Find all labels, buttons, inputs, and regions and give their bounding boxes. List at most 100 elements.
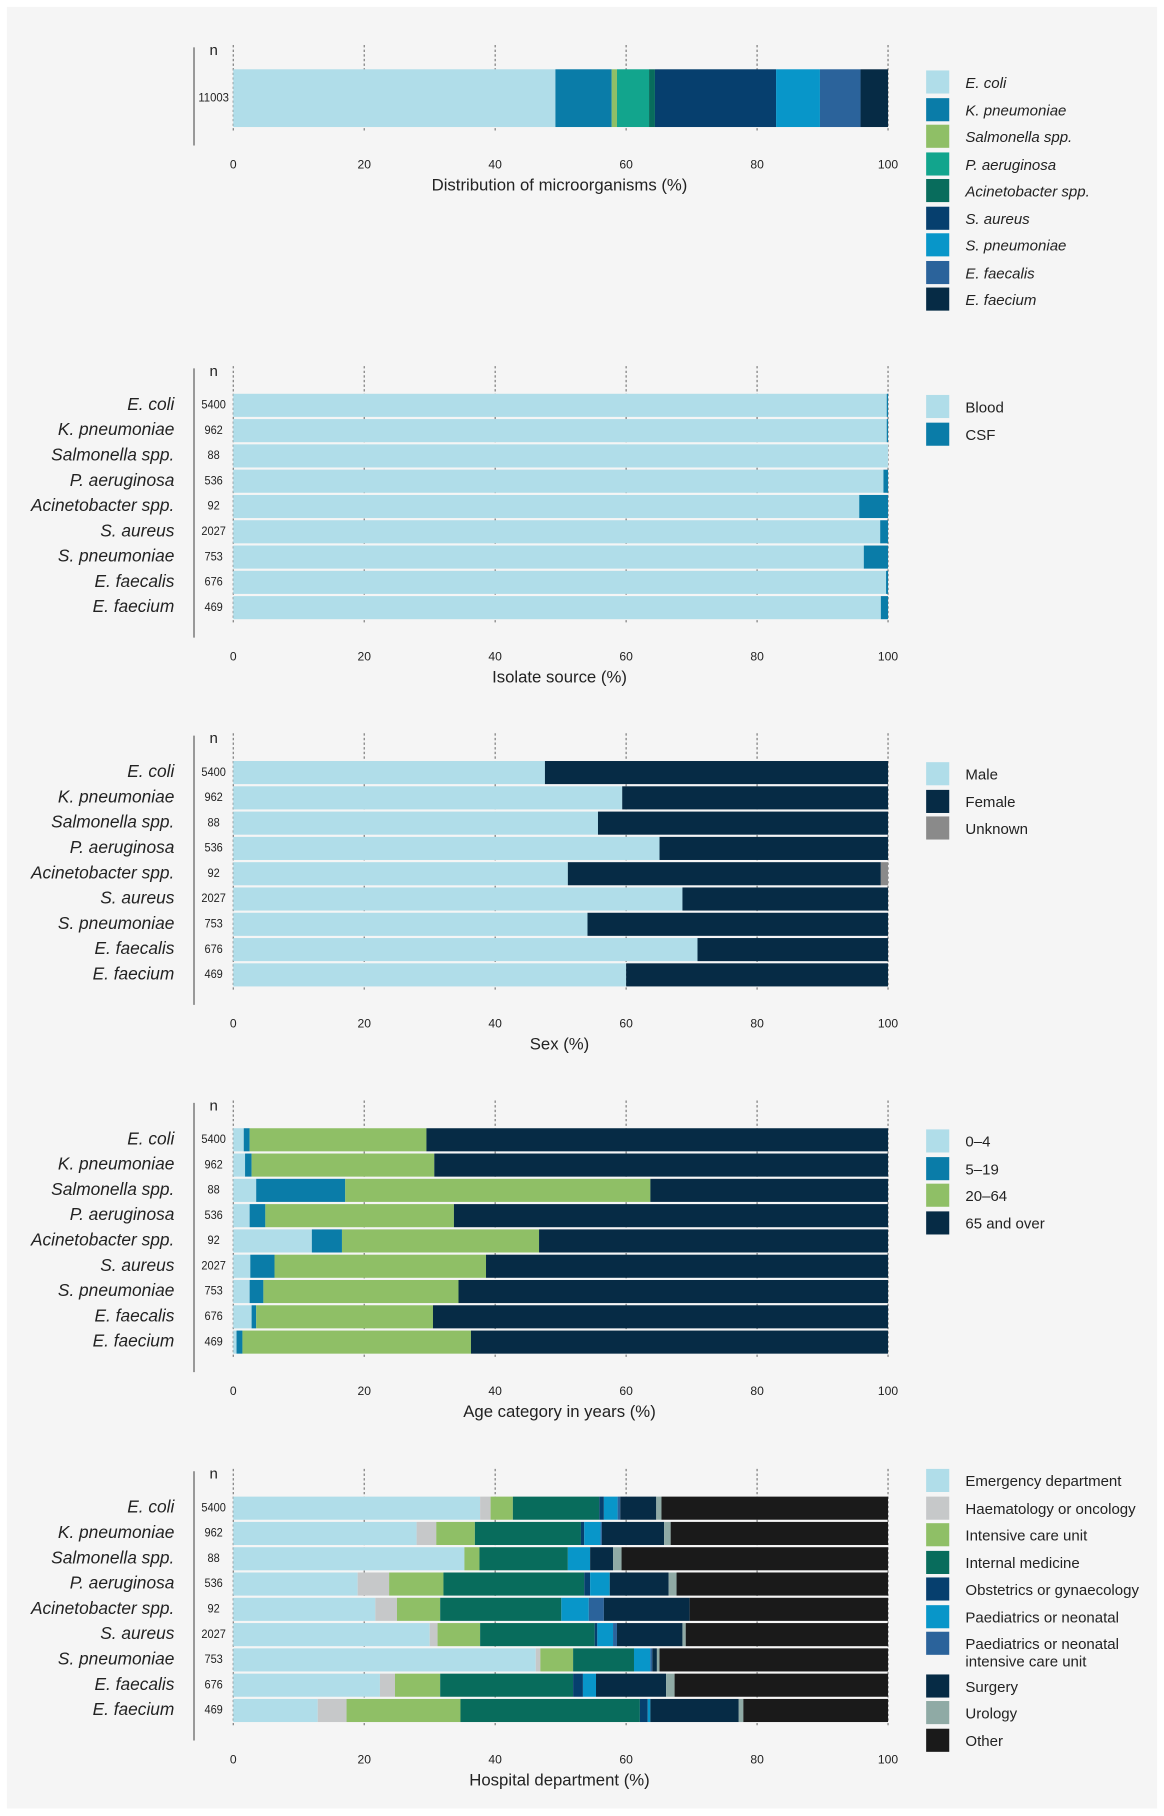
bar-segment: [600, 1521, 602, 1546]
legend-item: CSF: [926, 422, 1004, 446]
legend-swatch: [926, 816, 950, 840]
legend: Blood CSF: [926, 394, 1004, 449]
legend-swatch: [926, 124, 950, 148]
n-value: 753: [204, 549, 223, 563]
bar-segment: [597, 1623, 614, 1647]
x-tick-label: 20: [357, 157, 371, 171]
category-label: Acinetobacter spp.: [30, 495, 174, 515]
bar-segment: [573, 1673, 583, 1697]
legend-item: Other: [926, 1728, 1156, 1752]
bar-segment: [479, 1547, 568, 1571]
bar-segment: [233, 1204, 250, 1228]
bar-segment: [396, 1597, 441, 1621]
bar-segment: [584, 1572, 591, 1596]
n-value: 536: [204, 1208, 223, 1222]
legend-item: Emergency department: [926, 1468, 1156, 1493]
bar-segment: [656, 1648, 660, 1672]
n-value: 753: [204, 917, 223, 931]
x-tick-label: 20: [357, 1752, 371, 1766]
legend-swatch: [926, 789, 950, 813]
bar-segment: [656, 1496, 662, 1520]
bar-segment: [233, 1305, 252, 1329]
legend-item: P. aeruginosa: [926, 151, 1090, 175]
n-value: 536: [204, 1576, 223, 1590]
n-value: 11003: [198, 90, 229, 104]
x-tick-label: 40: [488, 1017, 502, 1031]
category-label: Salmonella spp.: [51, 1547, 174, 1567]
bar-segment: [582, 1673, 597, 1697]
bar-segment: [416, 1521, 437, 1546]
bar-segment: [682, 887, 889, 911]
x-tick-label: 80: [750, 1752, 764, 1766]
bar-segment: [567, 862, 881, 886]
n-value: 962: [204, 1157, 223, 1171]
legend-label: 0–4: [965, 1132, 991, 1151]
bar-segment: [233, 963, 627, 987]
x-axis-title: Isolate source (%): [492, 668, 627, 687]
n-value: 5400: [201, 398, 226, 412]
n-value: 2027: [201, 524, 226, 538]
bar-segment: [474, 1521, 581, 1546]
legend-label: K. pneumoniae: [965, 101, 1067, 119]
legend-label: Other: [965, 1731, 1003, 1749]
bar-segment: [233, 419, 887, 443]
n-value: 88: [208, 815, 220, 829]
bar-segment: [245, 1153, 252, 1177]
bar-segment: [490, 1496, 513, 1520]
legend-item: 0–4: [926, 1129, 1045, 1153]
bar-segment: [626, 963, 889, 987]
x-tick-label: 100: [878, 1017, 898, 1031]
bar-segment: [860, 69, 889, 128]
bar-segment: [233, 1153, 246, 1177]
n-value: 88: [208, 1183, 220, 1197]
category-label: E. faecalis: [94, 1674, 174, 1694]
category-label: E. faecalis: [94, 938, 174, 958]
x-tick-label: 60: [619, 1384, 633, 1398]
category-label: P. aeruginosa: [70, 470, 175, 490]
bar-segment: [394, 1673, 441, 1697]
n-header: n: [209, 730, 217, 747]
legend-item: S. aureus: [926, 206, 1090, 230]
legend-swatch: [926, 1701, 950, 1725]
bar-segment: [613, 1547, 622, 1571]
n-header: n: [209, 42, 217, 59]
bar-segment: [233, 1330, 237, 1354]
x-tick-label: 20: [357, 650, 371, 664]
bar-segment: [584, 1521, 601, 1546]
bar-segment: [480, 1496, 491, 1520]
legend-swatch: [926, 287, 950, 311]
bar-segment: [886, 393, 889, 417]
legend-label: S. pneumoniae: [965, 236, 1067, 255]
bar-segment: [233, 786, 623, 810]
n-value: 92: [208, 499, 220, 513]
bar-segment: [249, 1279, 264, 1304]
n-value: 5400: [201, 1132, 226, 1146]
bar-segment: [622, 786, 889, 810]
legend-swatch: [926, 233, 950, 257]
bar-segment: [590, 1572, 610, 1596]
category-label: E. coli: [127, 761, 175, 781]
x-tick-label: 80: [750, 157, 764, 171]
legend-item: Obstetrics or gynaecology: [926, 1577, 1156, 1601]
x-tick-label: 0: [230, 1384, 237, 1398]
bar-segment: [599, 1496, 604, 1520]
legend-swatch: [926, 1496, 950, 1520]
legend-swatch: [926, 1183, 950, 1207]
legend-label: E. faecium: [965, 291, 1037, 309]
n-value: 469: [204, 1334, 223, 1348]
legend-item: S. pneumoniae: [926, 233, 1090, 257]
legend-label: 5–19: [965, 1159, 999, 1178]
x-tick-label: 0: [230, 1017, 237, 1031]
x-axis-title: Distribution of microorganisms (%): [432, 175, 688, 194]
category-label: S. aureus: [100, 1255, 174, 1275]
bar-segment: [243, 1128, 250, 1152]
legend-swatch: [926, 762, 950, 786]
bar-segment: [650, 1178, 889, 1202]
bar-segment: [265, 1204, 454, 1228]
legend-swatch: [926, 260, 950, 284]
bar-segment: [597, 811, 889, 835]
legend-label: E. coli: [965, 73, 1007, 92]
x-axis-title: Age category in years (%): [463, 1402, 656, 1421]
bar-segment: [233, 520, 881, 544]
n-value: 88: [208, 1551, 220, 1565]
